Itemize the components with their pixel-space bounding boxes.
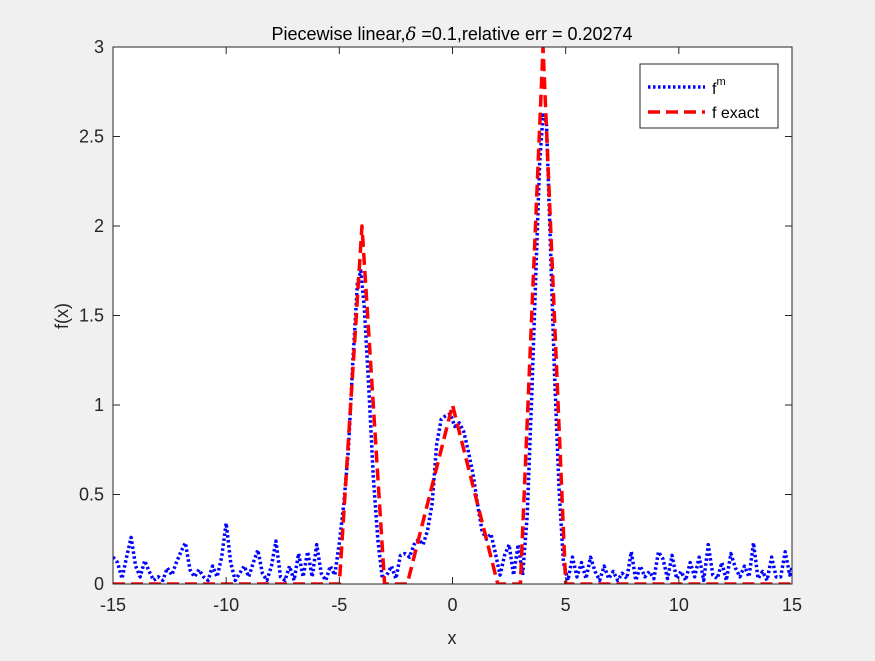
- y-tick-label: 0.5: [79, 485, 104, 505]
- y-tick-label: 1.5: [79, 306, 104, 326]
- x-tick-label: -5: [331, 595, 347, 615]
- y-tick-label: 2: [94, 216, 104, 236]
- x-axis-label: x: [448, 628, 457, 648]
- legend-label-f-exact: f exact: [712, 105, 760, 122]
- y-tick-label: 1: [94, 395, 104, 415]
- x-tick-label: -10: [213, 595, 239, 615]
- x-tick-label: 0: [447, 595, 457, 615]
- ticks-layer: -15 -10 -5 0 5 10 15 0 0.5 1 1.5 2 2.5 3: [79, 37, 802, 615]
- series-line-f-exact: [113, 47, 792, 584]
- x-tick-label: -15: [100, 595, 126, 615]
- x-tick-label: 5: [561, 595, 571, 615]
- series-line-fm: [113, 113, 792, 583]
- legend-box: [639, 63, 779, 129]
- x-tick-label: 10: [669, 595, 689, 615]
- y-axis-label: f(x): [52, 303, 72, 329]
- x-tick-label: 15: [782, 595, 802, 615]
- series-layer: [113, 47, 792, 584]
- y-tick-label: 0: [94, 574, 104, 594]
- chart-title: Piecewise linear,δ =0.1,relative err = 0…: [271, 24, 632, 45]
- y-tick-label: 2.5: [79, 127, 104, 147]
- legend[interactable]: fm f exact: [639, 63, 779, 129]
- legend-label-fm: fm: [712, 76, 726, 98]
- y-tick-label: 3: [94, 37, 104, 57]
- plot-area: [113, 47, 792, 584]
